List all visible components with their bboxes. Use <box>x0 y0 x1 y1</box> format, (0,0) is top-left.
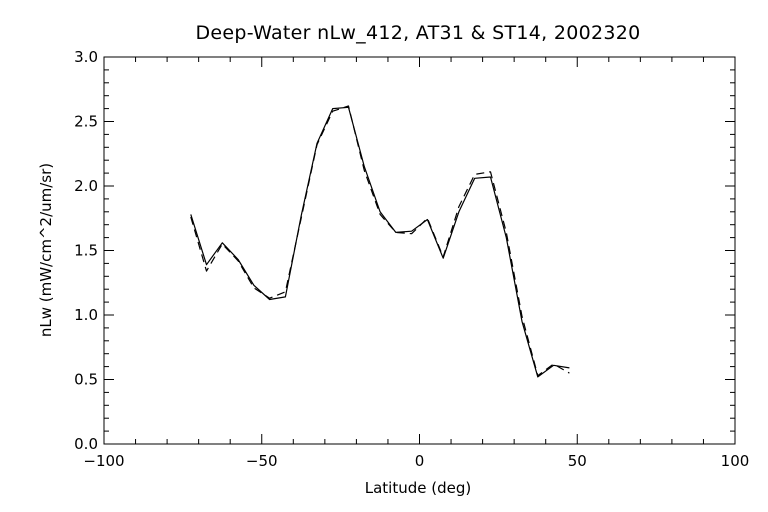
y-tick-label: 0.5 <box>74 371 98 389</box>
x-tick-label: 50 <box>568 452 587 470</box>
plot-frame <box>103 56 736 445</box>
y-axis-ticks <box>104 56 735 445</box>
series-line-solid <box>190 106 570 378</box>
x-tick-label: 0 <box>415 452 425 470</box>
series-lines <box>190 105 570 378</box>
x-tick-label: −50 <box>246 452 278 470</box>
y-tick-label: 3.0 <box>74 48 98 66</box>
x-tick-label: 100 <box>721 452 750 470</box>
x-tick-label: −100 <box>83 452 124 470</box>
y-tick-label: 0.0 <box>74 435 98 453</box>
x-axis-label: Latitude (deg) <box>365 479 471 497</box>
y-axis-tick-labels: 0.0 0.5 1.0 1.5 2.0 2.5 3.0 <box>74 48 98 453</box>
y-tick-label: 2.0 <box>74 177 98 195</box>
x-axis-tick-labels: −100 −50 0 50 100 <box>83 452 749 470</box>
series-line-dashed <box>190 105 570 377</box>
x-axis-ticks <box>103 57 736 444</box>
chart-title: Deep-Water nLw_412, AT31 & ST14, 2002320 <box>195 22 640 44</box>
y-axis-label: nLw (mW/cm^2/um/sr) <box>37 163 55 337</box>
y-tick-label: 1.0 <box>74 306 98 324</box>
y-tick-label: 2.5 <box>74 113 98 131</box>
y-tick-label: 1.5 <box>74 242 98 260</box>
